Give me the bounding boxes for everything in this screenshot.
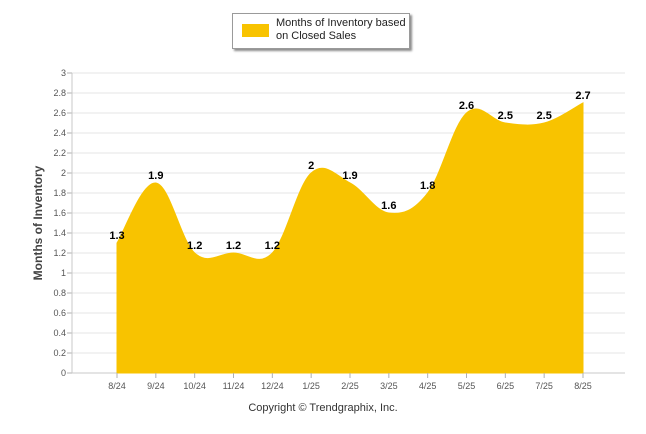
legend: Months of Inventory based on Closed Sale… — [232, 13, 410, 49]
data-label: 1.2 — [187, 240, 202, 252]
y-tick-label: 2 — [61, 168, 66, 178]
x-tick-label: 7/25 — [535, 381, 553, 391]
data-label: 1.3 — [109, 230, 124, 242]
y-tick-label: 0.2 — [53, 348, 66, 358]
y-tick-label: 0.8 — [53, 288, 66, 298]
legend-label: Months of Inventory based on Closed Sale… — [276, 17, 406, 42]
y-tick-label: 1.2 — [53, 248, 66, 258]
y-tick-label: 2.4 — [53, 128, 66, 138]
y-tick-label: 2.8 — [53, 88, 66, 98]
data-label: 2 — [308, 160, 314, 172]
x-tick-label: 11/24 — [223, 381, 245, 391]
x-tick-label: 5/25 — [458, 381, 476, 391]
legend-swatch — [242, 24, 269, 37]
y-tick-label: 1 — [61, 268, 66, 278]
y-tick-label: 1.6 — [53, 208, 66, 218]
x-tick-label: 4/25 — [419, 381, 437, 391]
y-tick-label: 2.6 — [53, 108, 66, 118]
y-tick-label: 3 — [61, 68, 66, 78]
data-label: 2.7 — [575, 90, 590, 102]
y-tick-label: 0.4 — [53, 328, 66, 338]
x-tick-label: 12/24 — [261, 381, 284, 391]
x-tick-label: 2/25 — [341, 381, 359, 391]
data-label: 2.5 — [498, 110, 513, 122]
data-label: 1.6 — [381, 200, 396, 212]
x-tick-label: 3/25 — [380, 381, 398, 391]
x-tick-label: 8/24 — [108, 381, 126, 391]
data-label: 2.6 — [459, 100, 474, 112]
y-tick-label: 0.6 — [53, 308, 66, 318]
x-tick-label: 10/24 — [183, 381, 206, 391]
x-tick-label: 9/24 — [147, 381, 165, 391]
data-label: 1.9 — [148, 170, 163, 182]
x-tick-label: 8/25 — [574, 381, 592, 391]
y-tick-label: 1.4 — [53, 228, 66, 238]
y-axis-title: Months of Inventory — [31, 165, 45, 280]
y-tick-label: 0 — [61, 368, 66, 378]
data-label: 2.5 — [537, 110, 552, 122]
data-label: 1.8 — [420, 180, 435, 192]
y-tick-label: 2.2 — [53, 148, 66, 158]
x-tick-label: 6/25 — [497, 381, 515, 391]
series-area — [116, 102, 584, 374]
y-tick-label: 1.8 — [53, 188, 66, 198]
x-tick-label: 1/25 — [302, 381, 320, 391]
data-label: 1.2 — [226, 240, 241, 252]
data-label: 1.9 — [342, 170, 357, 182]
copyright-footer: Copyright © Trendgraphix, Inc. — [248, 402, 398, 414]
data-label: 1.2 — [265, 240, 280, 252]
